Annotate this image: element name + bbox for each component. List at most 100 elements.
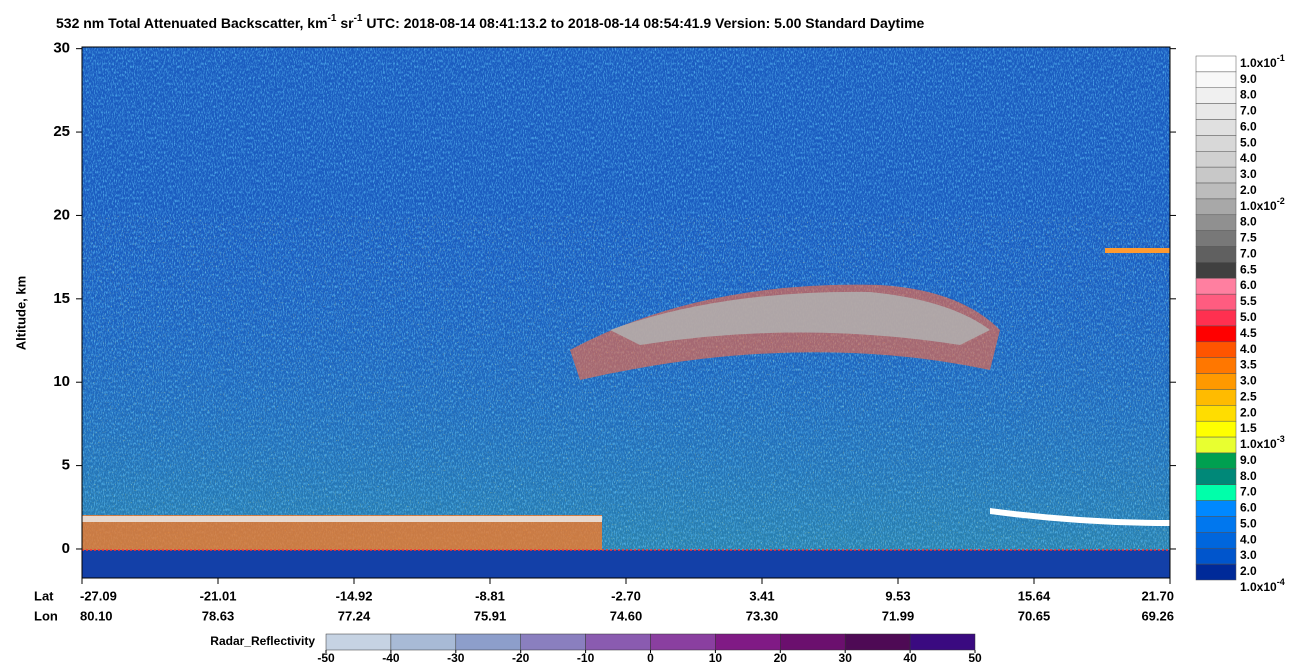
colorbar-label-text: 1.5	[1240, 421, 1257, 435]
colorbar-label: 4.0	[1240, 532, 1257, 546]
colorbar-band	[1195, 278, 1237, 295]
colorbar-band	[1195, 198, 1237, 216]
radar-tick-label: 10	[709, 651, 723, 665]
colorbar-label-text: 2.0	[1240, 183, 1257, 197]
x-row-name: Lon	[34, 608, 58, 623]
colorbar-label-text: 4.5	[1240, 326, 1257, 340]
colorbar-band	[1195, 500, 1237, 517]
colorbar-label: 2.0	[1240, 183, 1257, 197]
colorbar-band	[1195, 389, 1237, 406]
colorbar-label-text: 8.0	[1240, 215, 1257, 229]
radar-band	[520, 633, 586, 651]
y-tick-label: 10	[53, 373, 70, 390]
lon-label: 69.26	[1141, 608, 1174, 623]
colorbar-label-text: 2.0	[1240, 405, 1257, 419]
colorbar-band	[1195, 436, 1237, 454]
radar-band	[780, 633, 846, 651]
colorbar-label: 5.0	[1240, 310, 1257, 324]
colorbar-label: 6.5	[1240, 263, 1257, 277]
colorbar-label-text: 4.0	[1240, 532, 1257, 546]
colorbar-band	[1195, 103, 1237, 120]
colorbar-label: 1.0x10-2	[1240, 196, 1285, 213]
radar-tick-label: -40	[382, 651, 400, 665]
radar-band	[650, 633, 716, 651]
lat-label: -8.81	[475, 588, 505, 603]
lon-label: 75.91	[474, 608, 507, 623]
colorbar-band	[1195, 357, 1237, 374]
colorbar-band	[1195, 516, 1237, 533]
y-tick-label: 15	[53, 290, 70, 307]
colorbar-band	[1195, 293, 1237, 311]
colorbar-label-text: 3.5	[1240, 358, 1257, 372]
lat-label: -27.09	[80, 588, 117, 603]
colorbar-label: 6.0	[1240, 501, 1257, 515]
radar-band	[909, 633, 976, 651]
colorbar-band	[1195, 119, 1237, 136]
colorbar-label-text: 1.0x10	[1240, 56, 1277, 70]
lon-label: 77.24	[338, 608, 371, 623]
colorbar-label-text: 2.0	[1240, 564, 1257, 578]
radar-tick-label: 50	[968, 651, 982, 665]
colorbar-band	[1195, 230, 1237, 247]
colorbar-label-exponent: -1	[1277, 53, 1285, 63]
colorbar-label-text: 2.5	[1240, 390, 1257, 404]
radar-label: Radar_Reflectivity	[210, 634, 315, 648]
y-tick-label: 5	[62, 457, 70, 474]
lon-label: 71.99	[882, 608, 915, 623]
colorbar-label: 3.5	[1240, 358, 1257, 372]
colorbar-label-text: 5.5	[1240, 294, 1257, 308]
colorbar-label-text: 8.0	[1240, 469, 1257, 483]
colorbar-label: 7.0	[1240, 485, 1257, 499]
y-tick-label: 30	[53, 40, 70, 57]
colorbar-label: 4.5	[1240, 326, 1257, 340]
colorbar-band	[1195, 182, 1237, 200]
colorbar-label: 2.0	[1240, 564, 1257, 578]
radar-tick-label: -30	[447, 651, 465, 665]
colorbar-label: 4.0	[1240, 151, 1257, 165]
colorbar-label: 1.5	[1240, 421, 1257, 435]
colorbar-label: 3.0	[1240, 374, 1257, 388]
colorbar-label: 6.0	[1240, 120, 1257, 134]
colorbar-label: 1.0x10-3	[1240, 434, 1285, 451]
colorbar-label-text: 3.0	[1240, 548, 1257, 562]
lat-label: 21.70	[1141, 588, 1174, 603]
colorbar-label-exponent: -2	[1277, 196, 1285, 206]
colorbar-label: 8.0	[1240, 469, 1257, 483]
radar-tick-label: -20	[512, 651, 530, 665]
colorbar-label-text: 6.0	[1240, 278, 1257, 292]
colorbar-band	[1195, 325, 1237, 343]
colorbar-label-text: 6.0	[1240, 501, 1257, 515]
colorbar-label-text: 8.0	[1240, 88, 1257, 102]
colorbar-label: 2.0	[1240, 405, 1257, 419]
colorbar-label-text: 5.0	[1240, 310, 1257, 324]
y-tick-label: 20	[53, 206, 70, 223]
colorbar-label: 2.5	[1240, 390, 1257, 404]
colorbar-band	[1195, 55, 1237, 73]
radar-band	[325, 633, 392, 651]
radar-tick-label: 40	[903, 651, 917, 665]
lat-label: -21.01	[200, 588, 237, 603]
colorbar-band	[1195, 71, 1237, 89]
colorbar-label-text: 4.0	[1240, 151, 1257, 165]
colorbar-band	[1195, 309, 1237, 327]
lon-label: 74.60	[610, 608, 643, 623]
lon-label: 70.65	[1018, 608, 1051, 623]
colorbar-band	[1195, 484, 1237, 501]
colorbar-label: 9.0	[1240, 453, 1257, 467]
colorbar-label-text: 6.5	[1240, 263, 1257, 277]
lat-label: -14.92	[336, 588, 373, 603]
title-part: 532 nm Total Attenuated Backscatter, km	[56, 15, 328, 31]
colorbar-label-text: 5.0	[1240, 517, 1257, 531]
y-tick-label: 25	[53, 123, 70, 140]
colorbar-band	[1195, 246, 1237, 263]
colorbar-band	[1195, 341, 1237, 358]
colorbar-label: 5.0	[1240, 136, 1257, 150]
colorbar-band	[1195, 420, 1237, 438]
radar-band	[715, 633, 781, 651]
lon-label: 78.63	[202, 608, 235, 623]
lat-label: 9.53	[885, 588, 910, 603]
colorbar-label: 7.0	[1240, 247, 1257, 261]
colorbar-label: 4.0	[1240, 342, 1257, 356]
radar-band	[585, 633, 651, 651]
